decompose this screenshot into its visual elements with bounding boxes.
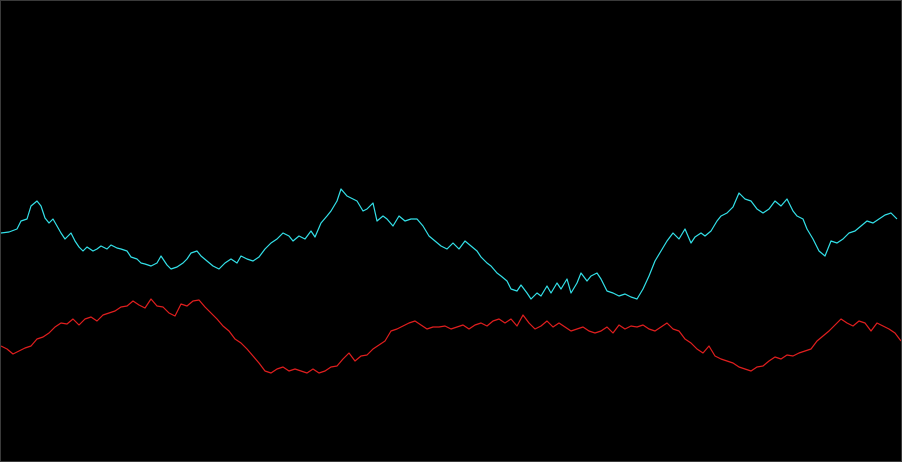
series-line-2	[1, 298, 901, 374]
series-line-1	[1, 188, 898, 300]
